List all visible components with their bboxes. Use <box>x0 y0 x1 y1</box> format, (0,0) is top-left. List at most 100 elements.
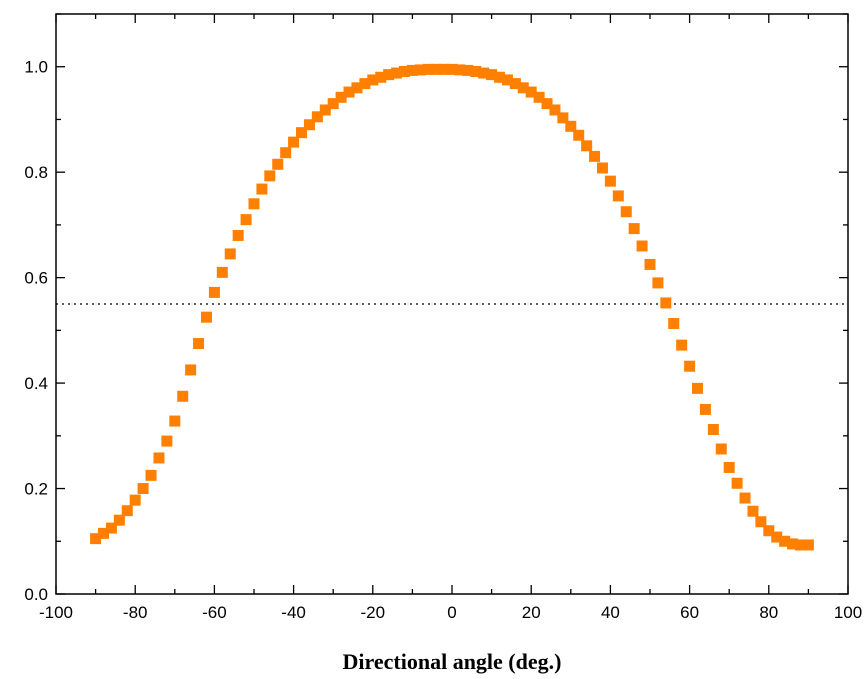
data-point <box>763 525 775 537</box>
data-point <box>604 175 616 187</box>
y-tick-label: 1.0 <box>24 58 48 77</box>
data-point <box>771 531 783 543</box>
x-axis-label: Directional angle (deg.) <box>343 649 562 674</box>
data-point <box>272 158 284 170</box>
y-tick-label: 0.0 <box>24 585 48 604</box>
data-point <box>549 104 561 116</box>
data-point <box>660 297 672 309</box>
data-point <box>612 190 624 202</box>
data-point <box>501 74 513 86</box>
data-point <box>794 539 806 551</box>
data-point <box>98 527 110 539</box>
data-point <box>391 67 403 79</box>
data-point <box>200 311 212 323</box>
data-point <box>557 112 569 124</box>
data-point <box>177 390 189 402</box>
data-point <box>414 64 426 76</box>
data-point <box>723 461 735 473</box>
data-point <box>145 469 157 481</box>
y-tick-label: 0.4 <box>24 374 48 393</box>
y-tick-label: 0.2 <box>24 480 48 499</box>
data-point <box>398 65 410 77</box>
data-point <box>668 318 680 330</box>
data-point <box>232 229 244 241</box>
data-point <box>802 539 814 551</box>
x-tick-label: -40 <box>281 603 306 622</box>
axis-ticks <box>55 13 849 595</box>
data-point <box>589 150 601 162</box>
x-tick-label: -20 <box>361 603 386 622</box>
data-point <box>573 129 585 141</box>
data-point <box>707 423 719 435</box>
data-point <box>153 452 165 464</box>
x-tick-label: -80 <box>123 603 148 622</box>
data-point <box>264 170 276 182</box>
data-point <box>129 494 141 506</box>
data-point <box>779 535 791 547</box>
data-point <box>446 63 458 75</box>
data-point <box>652 277 664 289</box>
data-point <box>383 69 395 81</box>
data-point <box>113 514 125 526</box>
data-point <box>509 78 521 90</box>
data-point <box>311 111 323 123</box>
data-point <box>581 140 593 152</box>
data-point <box>121 505 133 517</box>
data-point <box>731 477 743 489</box>
y-tick-label: 0.6 <box>24 269 48 288</box>
data-point <box>161 435 173 447</box>
data-point <box>438 63 450 75</box>
x-tick-label: 60 <box>680 603 699 622</box>
x-tick-label: -60 <box>202 603 227 622</box>
data-point <box>596 162 608 174</box>
data-point <box>280 147 292 159</box>
data-point <box>565 120 577 132</box>
data-point <box>454 64 466 76</box>
data-point <box>715 443 727 455</box>
x-tick-label: 0 <box>447 603 456 622</box>
data-point <box>185 364 197 376</box>
data-point <box>486 69 498 81</box>
data-point <box>169 415 181 427</box>
data-point <box>422 63 434 75</box>
data-point <box>224 248 236 260</box>
data-point <box>137 483 149 495</box>
data-point <box>684 360 696 372</box>
data-point <box>494 71 506 83</box>
data-point <box>248 198 260 210</box>
data-point <box>351 82 363 94</box>
data-point <box>303 119 315 131</box>
data-point <box>430 63 442 75</box>
x-tick-label: 80 <box>759 603 778 622</box>
data-point <box>699 403 711 415</box>
x-tick-label: 20 <box>522 603 541 622</box>
data-point <box>478 67 490 79</box>
data-point <box>517 82 529 94</box>
data-point <box>755 516 767 528</box>
data-point <box>525 86 537 98</box>
data-markers <box>90 63 814 551</box>
x-tick-label: -100 <box>39 603 73 622</box>
data-point <box>319 104 331 116</box>
data-point <box>620 206 632 218</box>
data-point <box>739 492 751 504</box>
data-point <box>636 240 648 252</box>
data-point <box>359 78 371 90</box>
data-point <box>676 339 688 351</box>
data-point <box>628 223 640 235</box>
data-point <box>692 382 704 394</box>
data-point <box>470 65 482 77</box>
data-point <box>375 71 387 83</box>
data-point <box>343 86 355 98</box>
tick-labels: -100 -80 -60 -40 -20 0 20 40 60 80 100 0.0 0.2 0.4 0.6… <box>24 58 862 622</box>
data-point <box>193 338 205 350</box>
data-point <box>406 64 418 76</box>
data-point <box>256 183 268 195</box>
data-point <box>533 91 545 103</box>
data-point <box>208 286 220 298</box>
data-point <box>105 522 117 534</box>
data-point <box>541 98 553 110</box>
data-point <box>462 64 474 76</box>
data-point <box>296 127 308 139</box>
